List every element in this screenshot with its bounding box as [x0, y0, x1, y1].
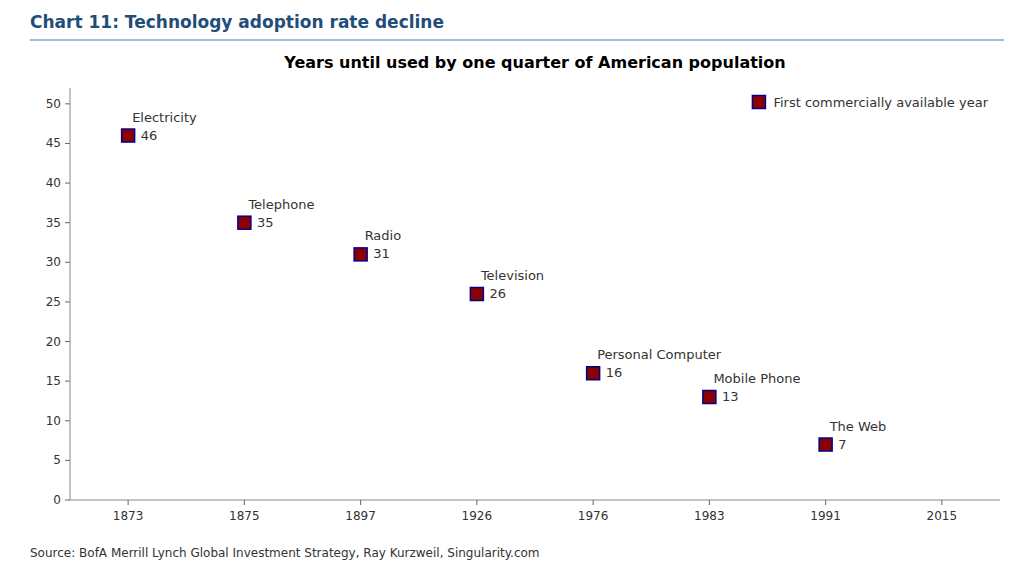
y-tick-label: 5: [53, 453, 61, 467]
y-tick-label: 50: [46, 97, 61, 111]
x-tick: [360, 500, 361, 505]
x-tick-label: 1897: [345, 509, 376, 523]
data-label: 46: [141, 128, 158, 143]
title-rule: [30, 40, 1004, 41]
point-name: Electricity: [132, 110, 197, 125]
point-name: Radio: [365, 228, 402, 243]
y-tick-label: 10: [46, 414, 61, 428]
x-tick-label: 1926: [462, 509, 493, 523]
y-tick-label: 20: [46, 335, 61, 349]
x-tick: [476, 500, 477, 505]
data-label: 16: [606, 365, 623, 380]
data-label: 7: [838, 437, 846, 452]
x-tick: [825, 500, 826, 505]
y-tick: [65, 183, 70, 184]
y-tick: [65, 103, 70, 104]
y-tick: [65, 262, 70, 263]
point-name: The Web: [829, 419, 887, 434]
y-tick: [65, 381, 70, 382]
point: [354, 248, 367, 261]
point: [122, 129, 135, 142]
subtitle: Years until used by one quarter of Ameri…: [283, 53, 785, 72]
point: [587, 367, 600, 380]
y-tick: [65, 420, 70, 421]
data-label: 35: [257, 215, 274, 230]
data-label: 13: [722, 389, 739, 404]
y-tick-label: 40: [46, 176, 61, 190]
point: [470, 288, 483, 301]
x-tick-label: 1976: [578, 509, 609, 523]
point-name: Telephone: [247, 197, 314, 212]
y-tick-label: 30: [46, 255, 61, 269]
y-tick-label: 45: [46, 136, 61, 150]
y-axis: [70, 88, 71, 500]
y-tick: [65, 301, 70, 302]
data-label: 26: [489, 286, 506, 301]
x-tick-label: 2015: [927, 509, 958, 523]
title: Chart 11: Technology adoption rate decli…: [30, 12, 444, 32]
x-tick: [593, 500, 594, 505]
x-tick: [709, 500, 710, 505]
chart: Chart 11: Technology adoption rate decli…: [0, 0, 1024, 571]
point: [703, 391, 716, 404]
y-tick-label: 35: [46, 216, 61, 230]
x-tick: [128, 500, 129, 505]
y-tick-label: 25: [46, 295, 61, 309]
y-tick: [65, 222, 70, 223]
x-tick: [244, 500, 245, 505]
y-tick: [65, 460, 70, 461]
point: [238, 216, 251, 229]
data-label: 31: [373, 246, 390, 261]
x-tick-label: 1991: [810, 509, 841, 523]
x-axis: [70, 500, 1000, 501]
point-name: Mobile Phone: [713, 371, 800, 386]
point: [819, 438, 832, 451]
point-name: Personal Computer: [597, 347, 722, 362]
y-tick: [65, 500, 70, 501]
x-tick-label: 1983: [694, 509, 725, 523]
x-tick-label: 1875: [229, 509, 260, 523]
y-tick: [65, 341, 70, 342]
legend-label: First commercially available year: [773, 95, 988, 110]
point-name: Television: [480, 268, 544, 283]
y-tick-label: 0: [53, 493, 61, 507]
plot-area: [122, 129, 833, 451]
source: Source: BofA Merrill Lynch Global Invest…: [30, 546, 540, 560]
x-tick: [941, 500, 942, 505]
legend-marker: [752, 96, 765, 109]
y-tick: [65, 143, 70, 144]
y-tick-label: 15: [46, 374, 61, 388]
x-tick-label: 1873: [113, 509, 144, 523]
legend: First commercially available year: [752, 95, 988, 110]
